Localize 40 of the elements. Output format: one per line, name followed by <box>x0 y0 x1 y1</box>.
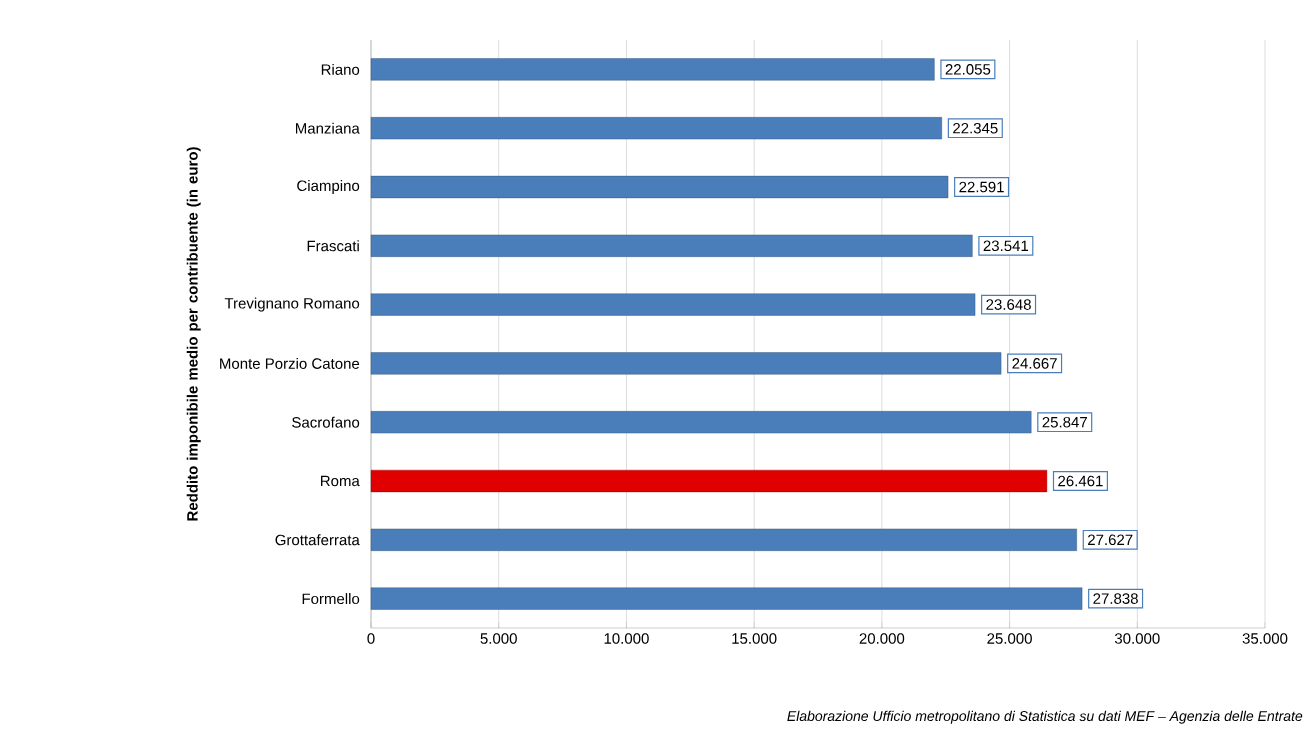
y-tick-label: Roma <box>321 475 360 487</box>
x-tick-label: 25.000 <box>987 633 1032 644</box>
data-label: 23.648 <box>986 299 1031 310</box>
y-tick-label: Formello <box>302 593 360 605</box>
data-label: 27.627 <box>1088 534 1133 546</box>
bar <box>370 411 1032 434</box>
data-label: 26.461 <box>1058 475 1103 487</box>
text: Elaborazione Ufficio metropolitano di Statistica su dati MEF – Agenzia delle Entrate <box>787 710 1303 724</box>
bar <box>370 58 935 81</box>
y-tick-label: Monte Porzio Catone <box>220 357 360 369</box>
y-tick-label: Riano <box>321 63 360 75</box>
y-tick-label: Grottaferrata <box>275 534 360 546</box>
bar <box>370 352 1002 375</box>
bar <box>370 175 949 199</box>
data-label: 27.838 <box>1093 593 1138 604</box>
bar <box>370 234 973 257</box>
data-label: 25.847 <box>1042 416 1087 428</box>
x-tick-label: 30.000 <box>1114 633 1160 644</box>
x-tick-label: 5.000 <box>480 633 517 644</box>
y-tick-label: Ciampino <box>297 180 360 194</box>
y-tick-label: Manziana <box>296 122 360 134</box>
x-tick-label: 15.000 <box>732 633 777 644</box>
x-tick-label: 0 <box>367 633 375 644</box>
bar <box>370 587 1083 610</box>
y-tick-label: Trevignano Romano <box>224 297 360 312</box>
data-label: 24.667 <box>1012 358 1057 369</box>
bar <box>370 469 1048 493</box>
data-label: 22.345 <box>953 122 998 134</box>
x-tick-label: 20.000 <box>859 633 905 644</box>
y-tick-label: Frascati <box>307 240 359 252</box>
bar <box>370 117 942 140</box>
bar <box>370 293 976 316</box>
y-axis-title: Reddito imponibile medio per contribuente (in euro) <box>186 147 201 521</box>
data-label: 22.055 <box>945 64 991 75</box>
y-tick-label: Sacrofano <box>292 416 360 428</box>
data-label: 22.591 <box>959 181 1004 193</box>
data-label: 23.541 <box>983 240 1029 252</box>
x-tick-label: 35.000 <box>1242 633 1288 644</box>
bar <box>370 528 1077 551</box>
x-tick-label: 10.000 <box>604 633 649 644</box>
